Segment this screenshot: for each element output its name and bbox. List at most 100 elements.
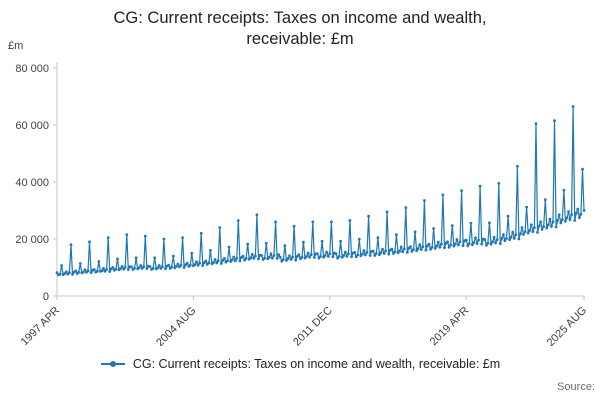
data-point-marker <box>219 262 223 265</box>
data-point-marker <box>92 268 96 271</box>
data-point-marker <box>334 252 338 256</box>
data-point-marker <box>480 242 484 246</box>
data-point-marker <box>405 251 409 254</box>
data-point-marker <box>223 257 226 260</box>
data-point-marker <box>148 265 152 268</box>
data-point-marker <box>81 270 85 274</box>
y-tick-label: 80 000 <box>15 63 49 75</box>
data-point-marker <box>216 259 220 263</box>
data-point-marker <box>562 188 566 192</box>
data-point-marker <box>125 233 129 237</box>
data-point-marker <box>460 189 463 193</box>
legend-label: CG: Current receipts: Taxes on income an… <box>132 357 501 371</box>
data-point-marker <box>151 267 155 270</box>
data-point-marker <box>461 244 465 248</box>
data-point-marker <box>412 248 415 251</box>
data-point-marker <box>368 254 372 257</box>
data-point-marker <box>64 270 68 274</box>
data-point-marker <box>309 253 313 257</box>
data-point-marker <box>193 263 197 267</box>
data-point-marker <box>500 237 504 240</box>
data-point-marker <box>196 263 200 267</box>
data-point-marker <box>308 255 311 259</box>
data-point-marker <box>469 221 473 225</box>
data-point-marker <box>218 226 222 230</box>
data-point-marker <box>361 252 364 256</box>
data-point-marker <box>539 220 542 224</box>
data-point-marker <box>364 253 367 257</box>
data-point-marker <box>413 230 417 234</box>
data-point-marker <box>503 239 507 243</box>
data-point-marker <box>450 224 454 228</box>
data-point-marker <box>537 224 541 228</box>
x-tick-label: 2019 APR <box>428 305 472 346</box>
data-point-marker <box>250 253 254 256</box>
data-point-marker <box>547 223 550 227</box>
data-point-marker <box>236 219 240 222</box>
data-point-marker <box>246 242 250 246</box>
data-point-marker <box>447 245 451 249</box>
data-point-marker <box>438 245 442 249</box>
data-point-marker <box>326 255 330 258</box>
data-point-marker <box>529 223 533 227</box>
data-point-marker <box>212 261 216 264</box>
data-point-marker <box>353 251 356 254</box>
data-point-marker <box>570 213 573 217</box>
data-point-marker <box>533 226 536 230</box>
data-point-marker <box>550 225 553 228</box>
data-point-marker <box>123 266 127 269</box>
data-point-marker <box>179 263 183 267</box>
data-point-marker <box>424 248 428 252</box>
data-point-marker <box>545 226 549 230</box>
data-point-marker <box>435 244 439 248</box>
x-tick-label: 2025 AUG <box>545 305 589 346</box>
data-point-marker <box>356 253 360 257</box>
data-point-marker <box>274 220 277 224</box>
data-point-marker <box>305 255 308 258</box>
data-point-marker <box>271 256 274 260</box>
data-point-marker <box>543 198 547 202</box>
data-point-marker <box>130 265 133 268</box>
data-point-marker <box>339 239 342 243</box>
y-tick-label: 40 000 <box>15 177 49 189</box>
data-point-marker <box>134 256 138 260</box>
data-point-marker <box>312 256 316 259</box>
data-point-marker <box>467 242 471 246</box>
data-point-marker <box>523 230 527 234</box>
data-point-marker <box>204 259 208 263</box>
data-point-marker <box>108 270 112 273</box>
data-point-marker <box>86 269 90 273</box>
data-point-marker <box>395 233 398 237</box>
data-point-marker <box>153 256 157 260</box>
data-point-marker <box>100 269 104 272</box>
data-point-marker <box>171 254 175 258</box>
data-point-marker <box>446 240 449 244</box>
data-point-marker <box>74 269 77 273</box>
data-point-marker <box>230 258 234 262</box>
data-point-marker <box>483 238 487 242</box>
data-point-marker <box>278 255 282 259</box>
data-point-marker <box>174 265 178 268</box>
data-point-marker <box>517 237 521 241</box>
data-point-marker <box>367 214 370 218</box>
data-point-marker <box>105 268 108 271</box>
data-point-marker <box>215 261 219 265</box>
y-tick-label: 20 000 <box>15 234 49 246</box>
data-point-marker <box>268 255 271 259</box>
data-point-marker <box>68 271 71 274</box>
data-point-marker <box>238 259 242 263</box>
data-point-marker <box>264 241 268 245</box>
data-point-marker <box>162 237 166 241</box>
data-point-marker <box>342 254 346 257</box>
data-point-marker <box>528 229 532 232</box>
data-point-marker <box>402 247 406 251</box>
data-point-marker <box>292 224 296 228</box>
data-point-marker <box>491 240 494 244</box>
data-point-marker <box>347 252 350 256</box>
data-point-marker <box>198 261 202 265</box>
data-point-marker <box>560 218 564 222</box>
data-point-marker <box>526 231 530 235</box>
data-point-marker <box>286 257 290 261</box>
data-point-marker <box>418 243 422 247</box>
data-point-marker <box>111 266 115 269</box>
